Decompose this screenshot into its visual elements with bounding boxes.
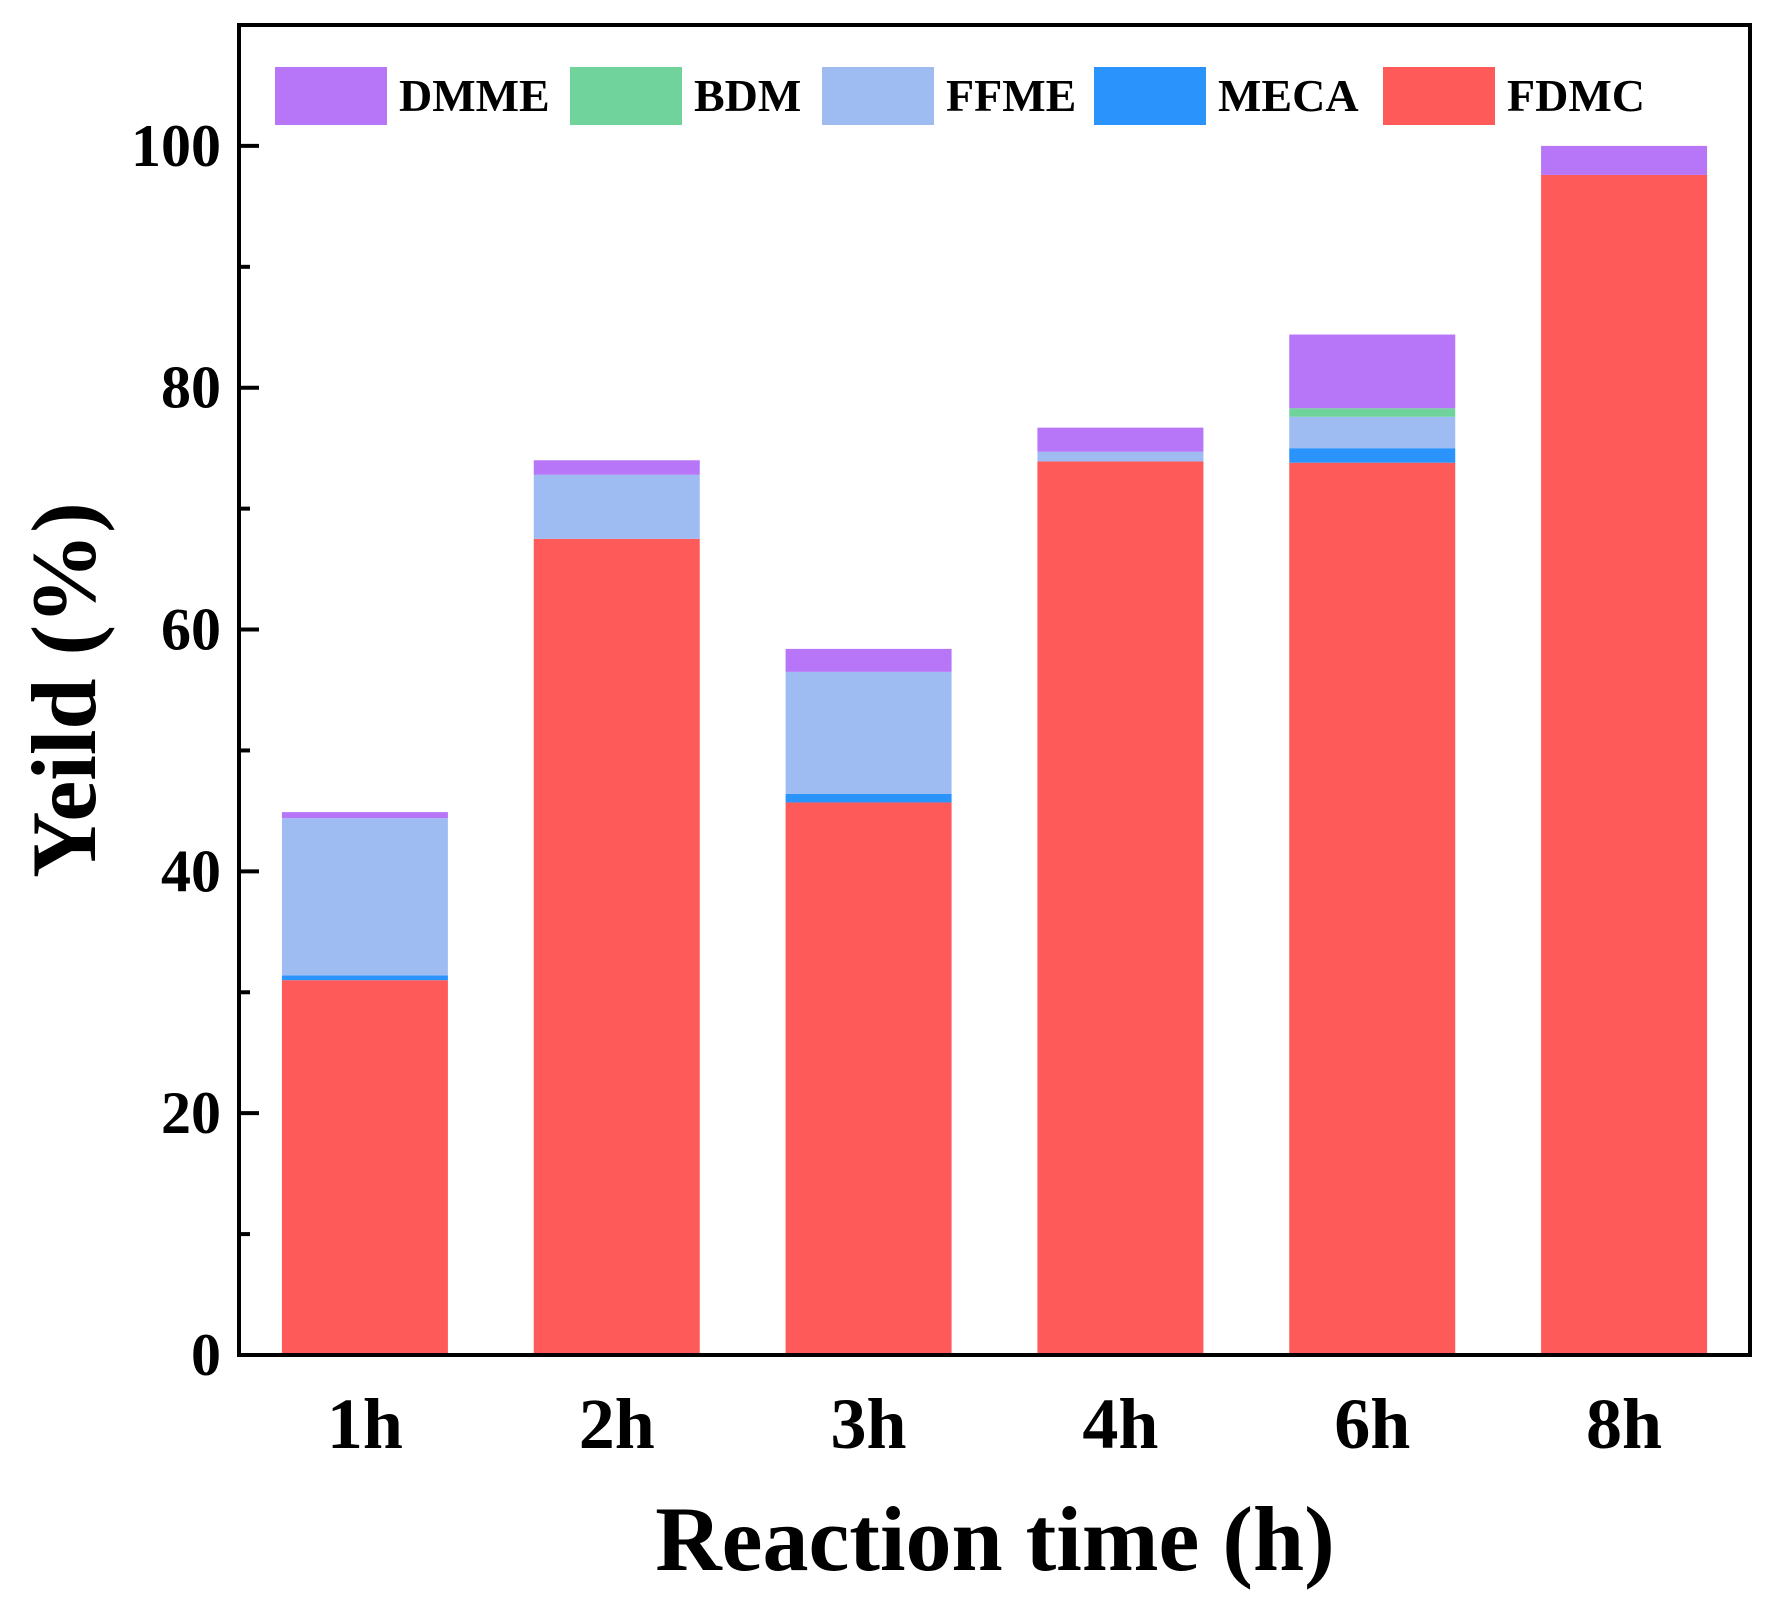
bar-bdm-6h	[1289, 408, 1456, 417]
legend-swatch-bdm	[570, 67, 682, 125]
plot-frame	[237, 23, 1752, 1357]
bar-ffme-1h	[281, 818, 448, 976]
bars-layer	[281, 145, 1708, 1356]
x-axis-title: Reaction time (h)	[655, 1488, 1335, 1590]
x-tick-label: 6h	[1334, 1384, 1410, 1464]
bar-dmme-1h	[281, 812, 448, 819]
legend-label-meca: MECA	[1218, 70, 1359, 121]
legend-label-ffme: FFME	[946, 70, 1076, 121]
y-tick-label: 80	[161, 355, 221, 421]
bar-dmme-8h	[1541, 145, 1708, 175]
legend-swatch-dmme	[275, 67, 387, 125]
bar-meca-3h	[785, 793, 952, 803]
y-axis-ticks: 0 20 40 60 80 100	[131, 113, 259, 1388]
x-tick-label: 8h	[1586, 1384, 1662, 1464]
bar-dmme-3h	[785, 648, 952, 672]
bar-fdmc-2h	[533, 538, 700, 1355]
legend-label-fdmc: FDMC	[1507, 70, 1645, 121]
bar-ffme-6h	[1289, 416, 1456, 449]
bar-fdmc-3h	[785, 802, 952, 1355]
bar-dmme-4h	[1037, 427, 1204, 452]
legend-swatch-ffme	[822, 67, 934, 125]
x-axis-tick-labels: 1h 2h 3h 4h 6h 8h	[327, 1384, 1662, 1464]
y-tick-label: 100	[131, 113, 221, 179]
bar-fdmc-8h	[1541, 174, 1708, 1356]
y-axis-title: Yeild (%)	[13, 502, 115, 878]
y-tick-label: 40	[161, 838, 221, 904]
legend-label-dmme: DMME	[399, 70, 550, 121]
y-tick-label: 60	[161, 597, 221, 663]
bar-fdmc-4h	[1037, 461, 1204, 1355]
legend-swatch-meca	[1094, 67, 1206, 125]
x-tick-label: 2h	[579, 1384, 655, 1464]
bar-ffme-3h	[785, 671, 952, 794]
x-tick-label: 4h	[1082, 1384, 1158, 1464]
y-tick-label: 20	[161, 1080, 221, 1146]
bar-dmme-6h	[1289, 334, 1456, 409]
legend-swatch-fdmc	[1383, 67, 1495, 125]
bar-fdmc-1h	[281, 980, 448, 1355]
bar-ffme-2h	[533, 474, 700, 539]
bar-ffme-4h	[1037, 451, 1204, 462]
legend: DMME BDM FFME MECA FDMC	[275, 67, 1645, 125]
legend-label-bdm: BDM	[694, 70, 801, 121]
bar-meca-6h	[1289, 448, 1456, 463]
bar-meca-1h	[281, 975, 448, 981]
y-tick-label: 0	[191, 1322, 221, 1388]
x-tick-label: 1h	[327, 1384, 403, 1464]
x-tick-label: 3h	[831, 1384, 907, 1464]
bar-fdmc-6h	[1289, 462, 1456, 1355]
bar-dmme-2h	[533, 460, 700, 475]
